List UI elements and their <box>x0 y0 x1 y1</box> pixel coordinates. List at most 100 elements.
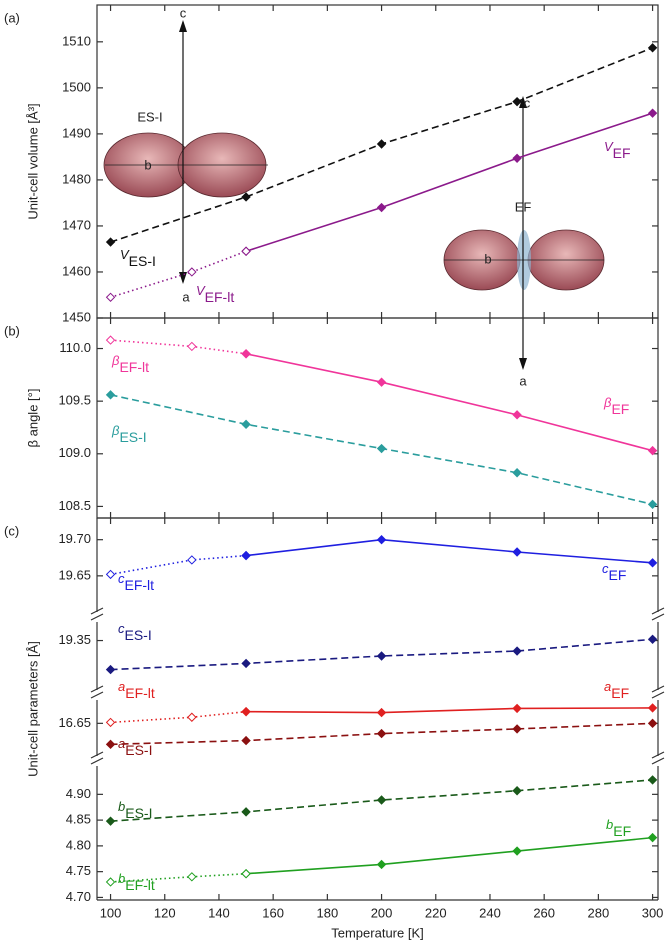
x-tick-label: 260 <box>533 905 555 920</box>
marker <box>649 44 657 52</box>
marker <box>107 293 115 301</box>
marker <box>513 847 521 855</box>
series-label: cES-I <box>118 621 152 642</box>
y-tick-label: 1510 <box>62 33 91 48</box>
y-tick-label: 1460 <box>62 263 91 278</box>
marker <box>513 704 521 712</box>
series-symbol: b <box>118 871 125 886</box>
series-label: VEF-lt <box>196 283 234 304</box>
series-label: βEF <box>603 395 629 416</box>
marker <box>649 559 657 567</box>
marker <box>242 808 250 816</box>
marker <box>513 98 521 106</box>
series-subscript: ES-I <box>125 742 152 758</box>
series-label: cEF <box>602 561 626 582</box>
y-tick-label: 1480 <box>62 171 91 186</box>
marker <box>188 713 196 721</box>
y-tick-label: 4.70 <box>66 889 91 904</box>
marker <box>188 342 196 350</box>
y-tick-label: 16.65 <box>58 715 91 730</box>
x-tick-label: 240 <box>479 905 501 920</box>
marker <box>649 719 657 727</box>
marker <box>378 860 386 868</box>
x-tick-label: 140 <box>208 905 230 920</box>
marker <box>107 740 115 748</box>
marker <box>107 878 115 886</box>
inset-axis-label: a <box>519 373 527 388</box>
series-label: aEF <box>604 679 629 700</box>
marker <box>649 635 657 643</box>
x-tick-label: 280 <box>588 905 610 920</box>
inset-axis-label: b <box>144 157 151 172</box>
marker <box>242 552 250 560</box>
marker <box>649 109 657 117</box>
series-subscript: ES-I <box>129 253 156 269</box>
inset-axis-label: b <box>484 251 491 266</box>
axis-break <box>652 614 664 620</box>
marker <box>188 268 196 276</box>
series-label: VES-I <box>120 247 156 268</box>
marker <box>378 652 386 660</box>
series-line <box>111 340 247 354</box>
series-subscript: EF-lt <box>205 289 235 305</box>
plot-frame <box>97 318 658 518</box>
series-line <box>111 712 247 723</box>
series-label: bEF <box>606 817 631 838</box>
series-subscript: EF-lt <box>125 877 155 893</box>
y-tick-label: 19.65 <box>58 567 91 582</box>
series-line <box>246 708 653 713</box>
series-subscript: EF <box>609 567 627 583</box>
y-tick-label: 110.0 <box>59 340 91 355</box>
series-symbol: a <box>118 679 125 694</box>
inset-label: ES-I <box>137 109 162 124</box>
axis-break <box>91 758 103 764</box>
y-tick-label: 109.0 <box>58 445 91 460</box>
y-tick-label: 4.85 <box>66 812 91 827</box>
marker <box>649 776 657 784</box>
marker <box>107 391 115 399</box>
y-axis-label: Unit-cell parameters [Å] <box>25 641 40 777</box>
y-tick-label: 1470 <box>62 217 91 232</box>
marker <box>378 536 386 544</box>
y-axis-label: Unit-cell volume [Å³] <box>25 103 40 219</box>
marker <box>513 548 521 556</box>
series-label: βES-I <box>111 423 147 444</box>
series-label: aEF-lt <box>118 679 155 700</box>
marker <box>378 445 386 453</box>
marker <box>378 709 386 717</box>
marker <box>513 411 521 419</box>
axis-break <box>652 758 664 764</box>
panel-label: (b) <box>4 323 20 338</box>
marker <box>107 718 115 726</box>
marker <box>513 647 521 655</box>
series-subscript: EF <box>613 823 631 839</box>
series-subscript: EF <box>611 685 629 701</box>
y-axis-label: β angle [°] <box>25 389 40 448</box>
marker <box>378 730 386 738</box>
y-tick-label: 4.90 <box>66 786 91 801</box>
x-axis-label: Temperature [K] <box>331 925 424 940</box>
series-subscript: ES-I <box>125 805 152 821</box>
x-tick-label: 300 <box>642 905 664 920</box>
marker <box>513 469 521 477</box>
marker <box>188 873 196 881</box>
marker <box>242 870 250 878</box>
marker <box>378 378 386 386</box>
y-tick-label: 109.5 <box>58 393 91 408</box>
marker <box>107 666 115 674</box>
marker <box>242 247 250 255</box>
series-subscript: EF-lt <box>125 685 155 701</box>
marker <box>107 336 115 344</box>
series-line <box>246 540 653 563</box>
panel-label: (c) <box>4 523 19 538</box>
series-subscript: EF <box>611 401 629 417</box>
series-symbol: a <box>604 679 611 694</box>
y-tick-label: 1500 <box>62 79 91 94</box>
series-label: bEF-lt <box>118 871 155 892</box>
series-label: cEF-lt <box>118 571 154 592</box>
marker <box>107 570 115 578</box>
series-symbol: a <box>118 736 125 751</box>
x-tick-label: 200 <box>371 905 393 920</box>
series-subscript: ES-I <box>119 429 146 445</box>
y-tick-label: 108.5 <box>58 498 91 513</box>
